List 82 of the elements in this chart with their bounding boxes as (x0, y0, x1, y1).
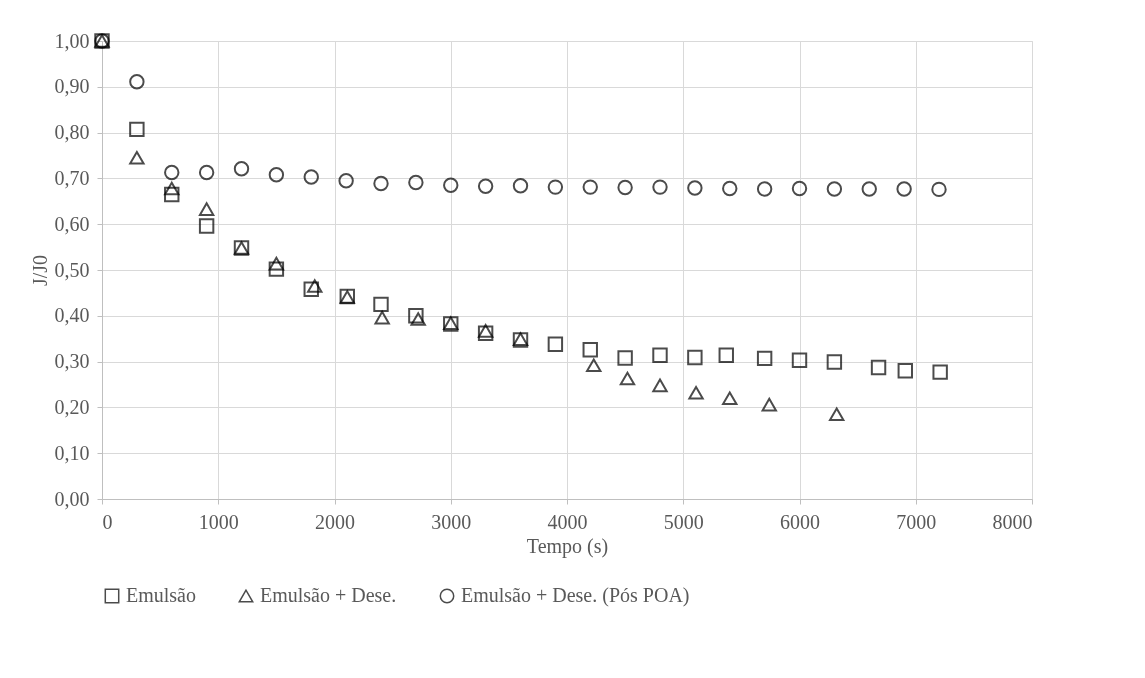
point (722, 180, 738, 197)
y-tick-label: 0,00 (54, 487, 90, 510)
point (408, 174, 424, 191)
point (896, 181, 912, 197)
point (547, 179, 564, 195)
point (652, 179, 668, 195)
point (198, 202, 215, 216)
point (268, 167, 285, 183)
point (303, 281, 319, 297)
point (826, 354, 843, 370)
point (791, 352, 808, 368)
x-tick-label: 1000 (198, 510, 239, 533)
point (164, 186, 180, 203)
point (722, 391, 738, 406)
point (164, 164, 180, 181)
point (129, 121, 145, 138)
y-tick-label: 0,50 (54, 258, 90, 281)
point (129, 74, 145, 90)
point (582, 341, 598, 358)
point (652, 347, 668, 363)
x-axis-title: Tempo (s) (526, 534, 609, 558)
y-tick-label: 1,00 (54, 29, 90, 52)
x-tick-label: 8000 (992, 510, 1033, 533)
point (129, 150, 145, 165)
point (164, 181, 180, 196)
point (652, 378, 668, 393)
point (617, 350, 633, 366)
x-tick-label: 3000 (431, 510, 472, 533)
x-tick-label: 4000 (547, 510, 588, 533)
point (374, 310, 390, 325)
y-tick-label: 0,10 (54, 441, 90, 464)
point (410, 312, 426, 326)
point (233, 161, 250, 177)
point (512, 178, 529, 194)
y-tick-label: 0,90 (54, 75, 90, 98)
point (931, 181, 947, 198)
point (582, 179, 598, 195)
point (198, 164, 215, 181)
y-axis-title: J/J0 (28, 254, 51, 287)
point (870, 359, 887, 376)
point (307, 279, 323, 293)
point (828, 407, 845, 422)
point (547, 336, 564, 352)
y-tick-label: 0,30 (54, 350, 90, 373)
x-tick-label: 6000 (780, 510, 820, 533)
point (826, 181, 843, 197)
point (268, 261, 285, 277)
point (932, 364, 948, 380)
point (791, 180, 808, 197)
point (617, 179, 633, 196)
point (477, 178, 494, 194)
y-tick-label: 0,40 (54, 304, 90, 327)
legend-label: Emulsão (126, 584, 196, 606)
point (756, 181, 773, 197)
point (443, 177, 459, 193)
point (408, 308, 424, 324)
y-tick-label: 0,80 (54, 121, 90, 144)
y-tick-label: 0,70 (54, 166, 90, 189)
point (688, 385, 704, 400)
x-tick-label: 7000 (896, 510, 937, 533)
point (338, 173, 354, 189)
x-tick-label: 0 (102, 510, 113, 533)
x-tick-label: 5000 (663, 510, 704, 533)
point (687, 180, 703, 196)
point (761, 397, 777, 412)
point (687, 349, 703, 366)
point (373, 296, 389, 313)
x-tick-label: 2000 (315, 510, 355, 533)
legend-label: Emulsão + Dese. (260, 584, 397, 606)
point (756, 350, 773, 367)
legend-label: Emulsão + Dese. (Pós POA) (461, 584, 690, 607)
point (586, 358, 602, 373)
point (373, 175, 389, 192)
point (268, 256, 285, 271)
point (303, 169, 319, 185)
y-tick-label: 0,60 (54, 212, 90, 235)
point (897, 363, 913, 379)
point (861, 181, 877, 197)
point (718, 347, 734, 363)
y-tick-label: 0,20 (54, 395, 90, 418)
point (619, 371, 636, 386)
point (198, 218, 215, 234)
